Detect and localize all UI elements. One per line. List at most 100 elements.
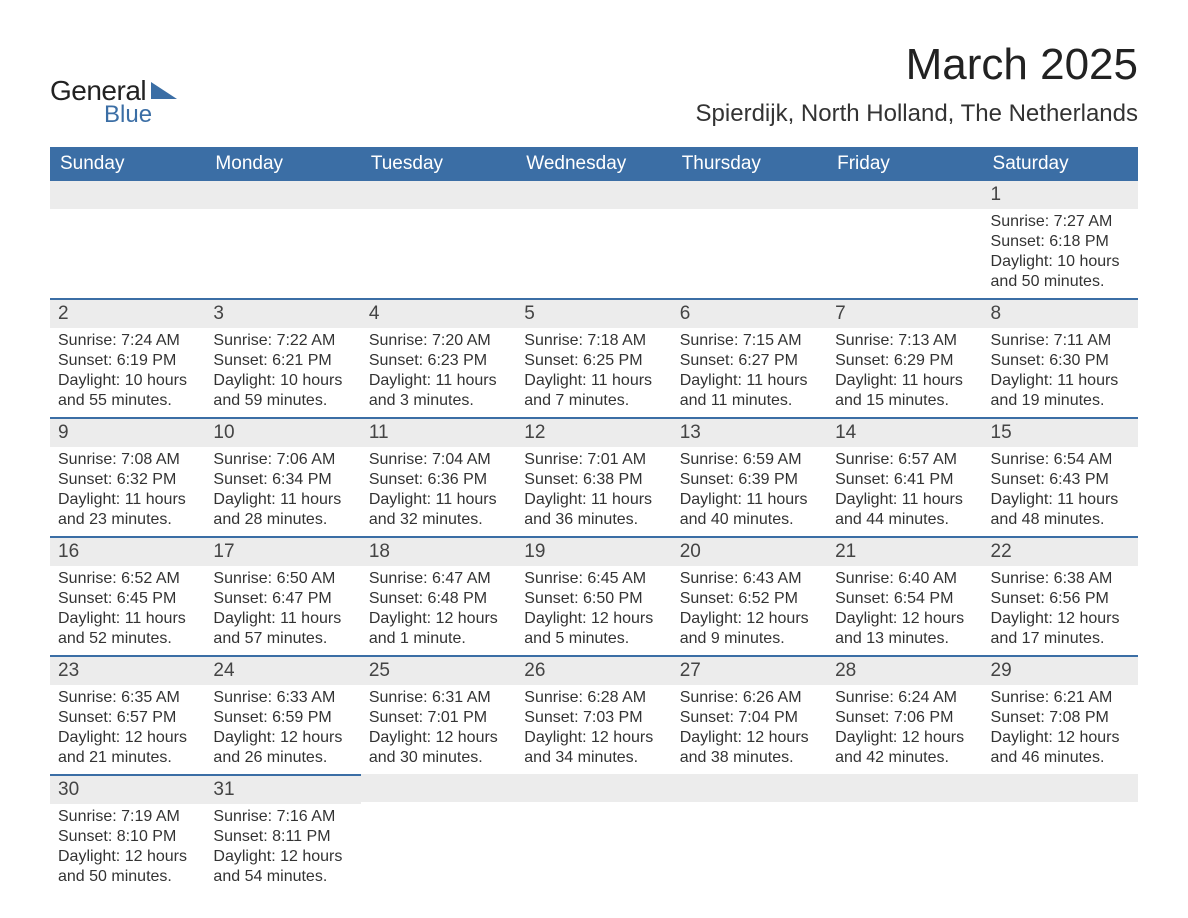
day-number: 11 <box>361 417 516 447</box>
location-subtitle: Spierdijk, North Holland, The Netherland… <box>696 100 1138 128</box>
day-number: 20 <box>672 536 827 566</box>
calendar-day-cell: 28Sunrise: 6:24 AMSunset: 7:06 PMDayligh… <box>827 655 982 774</box>
day-details: Sunrise: 6:35 AMSunset: 6:57 PMDaylight:… <box>50 685 205 774</box>
calendar-day-cell <box>827 774 982 893</box>
day-details: Sunrise: 7:08 AMSunset: 6:32 PMDaylight:… <box>50 447 205 536</box>
day-details <box>205 209 360 238</box>
calendar-week-row: 2Sunrise: 7:24 AMSunset: 6:19 PMDaylight… <box>50 298 1138 417</box>
calendar-body: 1Sunrise: 7:27 AMSunset: 6:18 PMDaylight… <box>50 181 1138 893</box>
day-number: 5 <box>516 298 671 328</box>
day-details: Sunrise: 6:47 AMSunset: 6:48 PMDaylight:… <box>361 566 516 655</box>
day-number: 22 <box>983 536 1138 566</box>
calendar-day-cell: 30Sunrise: 7:19 AMSunset: 8:10 PMDayligh… <box>50 774 205 893</box>
day-number: 31 <box>205 774 360 804</box>
day-details: Sunrise: 6:52 AMSunset: 6:45 PMDaylight:… <box>50 566 205 655</box>
day-number: 23 <box>50 655 205 685</box>
calendar-day-cell <box>50 181 205 298</box>
calendar-day-cell <box>516 774 671 893</box>
calendar-day-cell: 14Sunrise: 6:57 AMSunset: 6:41 PMDayligh… <box>827 417 982 536</box>
day-number <box>516 181 671 209</box>
day-details: Sunrise: 6:21 AMSunset: 7:08 PMDaylight:… <box>983 685 1138 774</box>
calendar-day-cell: 29Sunrise: 6:21 AMSunset: 7:08 PMDayligh… <box>983 655 1138 774</box>
day-details: Sunrise: 6:57 AMSunset: 6:41 PMDaylight:… <box>827 447 982 536</box>
day-number: 29 <box>983 655 1138 685</box>
day-details: Sunrise: 7:06 AMSunset: 6:34 PMDaylight:… <box>205 447 360 536</box>
day-details <box>361 209 516 238</box>
calendar-day-cell: 10Sunrise: 7:06 AMSunset: 6:34 PMDayligh… <box>205 417 360 536</box>
day-details: Sunrise: 7:15 AMSunset: 6:27 PMDaylight:… <box>672 328 827 417</box>
calendar-day-cell: 23Sunrise: 6:35 AMSunset: 6:57 PMDayligh… <box>50 655 205 774</box>
day-details <box>516 802 671 831</box>
calendar-day-cell: 16Sunrise: 6:52 AMSunset: 6:45 PMDayligh… <box>50 536 205 655</box>
day-details: Sunrise: 7:19 AMSunset: 8:10 PMDaylight:… <box>50 804 205 893</box>
day-details: Sunrise: 6:43 AMSunset: 6:52 PMDaylight:… <box>672 566 827 655</box>
day-number: 3 <box>205 298 360 328</box>
calendar-day-cell: 25Sunrise: 6:31 AMSunset: 7:01 PMDayligh… <box>361 655 516 774</box>
weekday-header: Thursday <box>672 147 827 181</box>
day-details <box>827 802 982 831</box>
day-details <box>50 209 205 238</box>
day-details <box>983 802 1138 831</box>
calendar-day-cell: 17Sunrise: 6:50 AMSunset: 6:47 PMDayligh… <box>205 536 360 655</box>
weekday-header-row: Sunday Monday Tuesday Wednesday Thursday… <box>50 147 1138 181</box>
day-details: Sunrise: 7:18 AMSunset: 6:25 PMDaylight:… <box>516 328 671 417</box>
day-details: Sunrise: 7:22 AMSunset: 6:21 PMDaylight:… <box>205 328 360 417</box>
logo-text-blue: Blue <box>104 101 152 129</box>
day-number: 16 <box>50 536 205 566</box>
calendar-week-row: 16Sunrise: 6:52 AMSunset: 6:45 PMDayligh… <box>50 536 1138 655</box>
calendar-day-cell: 2Sunrise: 7:24 AMSunset: 6:19 PMDaylight… <box>50 298 205 417</box>
day-details: Sunrise: 7:11 AMSunset: 6:30 PMDaylight:… <box>983 328 1138 417</box>
calendar-day-cell: 5Sunrise: 7:18 AMSunset: 6:25 PMDaylight… <box>516 298 671 417</box>
triangle-icon <box>151 79 177 104</box>
day-number: 25 <box>361 655 516 685</box>
day-details: Sunrise: 6:45 AMSunset: 6:50 PMDaylight:… <box>516 566 671 655</box>
calendar-day-cell <box>672 181 827 298</box>
calendar-day-cell: 20Sunrise: 6:43 AMSunset: 6:52 PMDayligh… <box>672 536 827 655</box>
calendar-day-cell: 11Sunrise: 7:04 AMSunset: 6:36 PMDayligh… <box>361 417 516 536</box>
calendar-day-cell: 4Sunrise: 7:20 AMSunset: 6:23 PMDaylight… <box>361 298 516 417</box>
calendar-day-cell: 26Sunrise: 6:28 AMSunset: 7:03 PMDayligh… <box>516 655 671 774</box>
day-number: 6 <box>672 298 827 328</box>
day-number: 24 <box>205 655 360 685</box>
calendar-day-cell: 27Sunrise: 6:26 AMSunset: 7:04 PMDayligh… <box>672 655 827 774</box>
day-number: 26 <box>516 655 671 685</box>
day-number: 19 <box>516 536 671 566</box>
calendar-week-row: 30Sunrise: 7:19 AMSunset: 8:10 PMDayligh… <box>50 774 1138 893</box>
calendar-day-cell <box>205 181 360 298</box>
page-title: March 2025 <box>696 40 1138 90</box>
weekday-header: Saturday <box>983 147 1138 181</box>
day-number: 1 <box>983 181 1138 209</box>
day-details: Sunrise: 6:54 AMSunset: 6:43 PMDaylight:… <box>983 447 1138 536</box>
calendar-day-cell: 7Sunrise: 7:13 AMSunset: 6:29 PMDaylight… <box>827 298 982 417</box>
calendar-day-cell: 21Sunrise: 6:40 AMSunset: 6:54 PMDayligh… <box>827 536 982 655</box>
day-details: Sunrise: 6:31 AMSunset: 7:01 PMDaylight:… <box>361 685 516 774</box>
day-number: 2 <box>50 298 205 328</box>
day-details: Sunrise: 6:40 AMSunset: 6:54 PMDaylight:… <box>827 566 982 655</box>
day-details <box>827 209 982 238</box>
calendar-day-cell <box>672 774 827 893</box>
day-number: 4 <box>361 298 516 328</box>
day-number: 8 <box>983 298 1138 328</box>
day-details: Sunrise: 7:20 AMSunset: 6:23 PMDaylight:… <box>361 328 516 417</box>
calendar-day-cell <box>361 181 516 298</box>
day-details: Sunrise: 7:24 AMSunset: 6:19 PMDaylight:… <box>50 328 205 417</box>
calendar-day-cell <box>516 181 671 298</box>
day-number <box>827 774 982 802</box>
day-details: Sunrise: 6:33 AMSunset: 6:59 PMDaylight:… <box>205 685 360 774</box>
day-number <box>516 774 671 802</box>
day-number: 28 <box>827 655 982 685</box>
title-block: March 2025 Spierdijk, North Holland, The… <box>696 40 1138 128</box>
day-number: 9 <box>50 417 205 447</box>
day-number: 30 <box>50 774 205 804</box>
calendar-day-cell: 18Sunrise: 6:47 AMSunset: 6:48 PMDayligh… <box>361 536 516 655</box>
calendar-day-cell: 8Sunrise: 7:11 AMSunset: 6:30 PMDaylight… <box>983 298 1138 417</box>
day-number: 12 <box>516 417 671 447</box>
day-number: 13 <box>672 417 827 447</box>
calendar-day-cell: 19Sunrise: 6:45 AMSunset: 6:50 PMDayligh… <box>516 536 671 655</box>
calendar-day-cell: 12Sunrise: 7:01 AMSunset: 6:38 PMDayligh… <box>516 417 671 536</box>
weekday-header: Sunday <box>50 147 205 181</box>
day-number <box>361 774 516 802</box>
day-details: Sunrise: 7:01 AMSunset: 6:38 PMDaylight:… <box>516 447 671 536</box>
calendar-week-row: 9Sunrise: 7:08 AMSunset: 6:32 PMDaylight… <box>50 417 1138 536</box>
calendar-day-cell: 6Sunrise: 7:15 AMSunset: 6:27 PMDaylight… <box>672 298 827 417</box>
